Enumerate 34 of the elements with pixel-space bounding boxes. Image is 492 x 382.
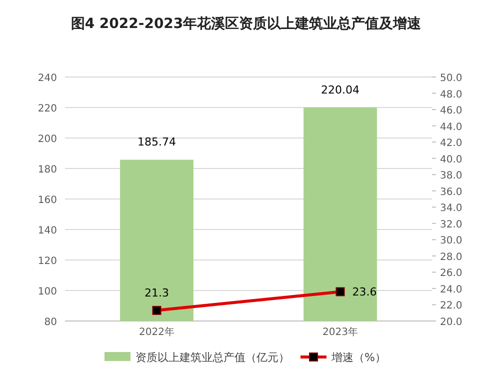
x-tick-label: 2022年 <box>139 326 174 338</box>
y-tick-label: 120 <box>38 256 57 267</box>
y2-tick-label: 44.0 <box>440 122 462 133</box>
y2-tick-label: 24.0 <box>440 284 462 296</box>
y-tick-label: 160 <box>38 195 57 206</box>
data-label: 21.3 <box>144 286 169 300</box>
y-tick-label: 140 <box>38 226 57 236</box>
y2-tick-label: 42.0 <box>440 138 462 150</box>
y2-tick-label: 50.0 <box>440 73 462 84</box>
legend-label: 资质以上建筑业总产值（亿元） <box>136 351 290 364</box>
chart-title: 图4 2022-2023年花溪区资质以上建筑业总产值及增速 <box>70 15 422 32</box>
x-tick-label: 2023年 <box>322 326 358 338</box>
legend-label: 增速（%） <box>330 351 386 364</box>
y2-tick-label: 46.0 <box>440 106 462 117</box>
y2-tick-label: 20.0 <box>440 317 462 328</box>
y-tick-label: 240 <box>38 73 57 84</box>
y2-tick-label: 36.0 <box>440 186 462 198</box>
y2-tick-label: 40.0 <box>440 154 462 166</box>
y2-tick-label: 26.0 <box>440 268 462 280</box>
data-label: 185.74 <box>138 136 176 149</box>
y-tick-label: 200 <box>38 134 57 145</box>
y2-tick-label: 48.0 <box>440 89 462 100</box>
y2-tick-label: 34.0 <box>440 203 462 214</box>
y2-tick-label: 28.0 <box>440 252 462 263</box>
y2-tick-label: 30.0 <box>440 236 462 247</box>
y-tick-label: 180 <box>38 164 57 176</box>
y2-tick-label: 38.0 <box>440 170 462 182</box>
data-label: 23.6 <box>352 286 377 299</box>
y-tick-label: 100 <box>38 286 57 298</box>
data-label: 220.04 <box>321 83 360 96</box>
y-tick-label: 80 <box>44 317 57 328</box>
y2-tick-label: 22.0 <box>440 300 462 312</box>
y-tick-label: 220 <box>38 104 57 114</box>
y2-tick-label: 32.0 <box>440 219 462 230</box>
